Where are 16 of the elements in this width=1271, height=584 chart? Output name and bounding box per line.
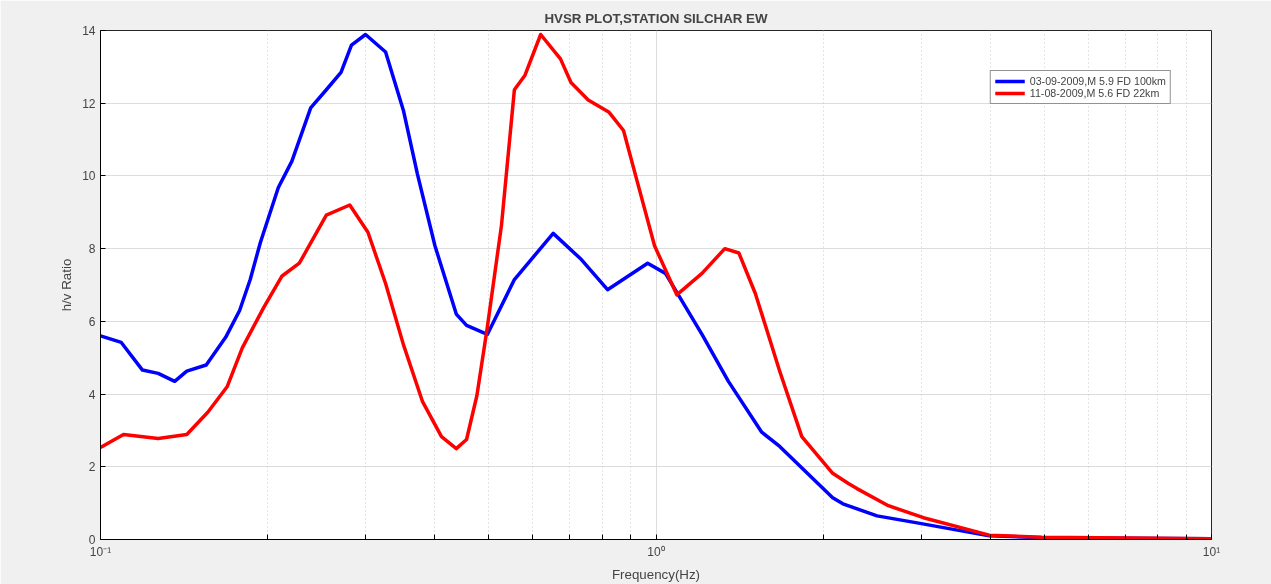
x-tick-label: 10⁻¹ bbox=[89, 544, 112, 559]
x-axis-title: Frequency(Hz) bbox=[611, 566, 701, 582]
legend-label: 03-09-2009,M 5.9 FD 100km bbox=[1029, 75, 1166, 87]
y-axis-title: h/v Ratio bbox=[59, 258, 75, 312]
y-tick-label: 4 bbox=[88, 387, 96, 402]
y-tick-label: 0 bbox=[88, 533, 96, 547]
y-tick-label: 8 bbox=[88, 242, 96, 257]
y-tick-label: 10 bbox=[82, 169, 96, 184]
y-tick-label: 6 bbox=[88, 314, 96, 329]
y-tick-label: 12 bbox=[82, 96, 96, 111]
x-tick-label: 10¹ bbox=[1202, 544, 1221, 559]
y-tick-label: 14 bbox=[82, 24, 96, 38]
chart-title: HVSR PLOT,STATION SILCHAR EW bbox=[544, 10, 768, 26]
y-tick-label: 2 bbox=[88, 460, 96, 475]
x-tick-label: 10⁰ bbox=[647, 544, 665, 559]
legend-label: 11-08-2009,M 5.6 FD 22km bbox=[1029, 87, 1160, 99]
